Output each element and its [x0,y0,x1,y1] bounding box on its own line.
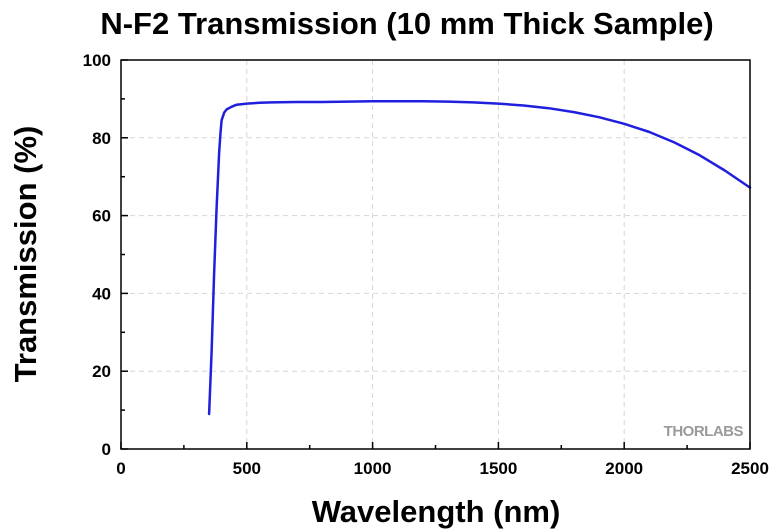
tick-labels: 0 500 1000 1500 2000 2500 0 20 40 60 80 100 [83,51,769,478]
axis-ticks [120,59,751,450]
thorlabs-watermark: THORLABS [664,423,744,440]
y-tick-label: 20 [92,362,111,381]
y-tick-label: 0 [102,440,111,459]
chart-title: N-F2 Transmission (10 mm Thick Sample) [100,6,713,41]
y-tick-label: 40 [92,284,111,303]
x-axis-label: Wavelength (nm) [312,494,561,529]
y-tick-label: 60 [92,207,111,226]
y-tick-label: 100 [83,51,111,70]
x-tick-label: 2000 [605,459,643,478]
y-tick-label: 80 [92,129,111,148]
x-tick-label: 1500 [479,459,517,478]
series-layer [207,99,752,416]
y-axis-label: Transmission (%) [8,126,43,383]
x-tick-label: 1000 [354,459,392,478]
x-tick-label: 500 [233,459,261,478]
x-tick-label: 0 [116,459,125,478]
transmission-curve [207,99,752,416]
x-tick-label: 2500 [731,459,769,478]
